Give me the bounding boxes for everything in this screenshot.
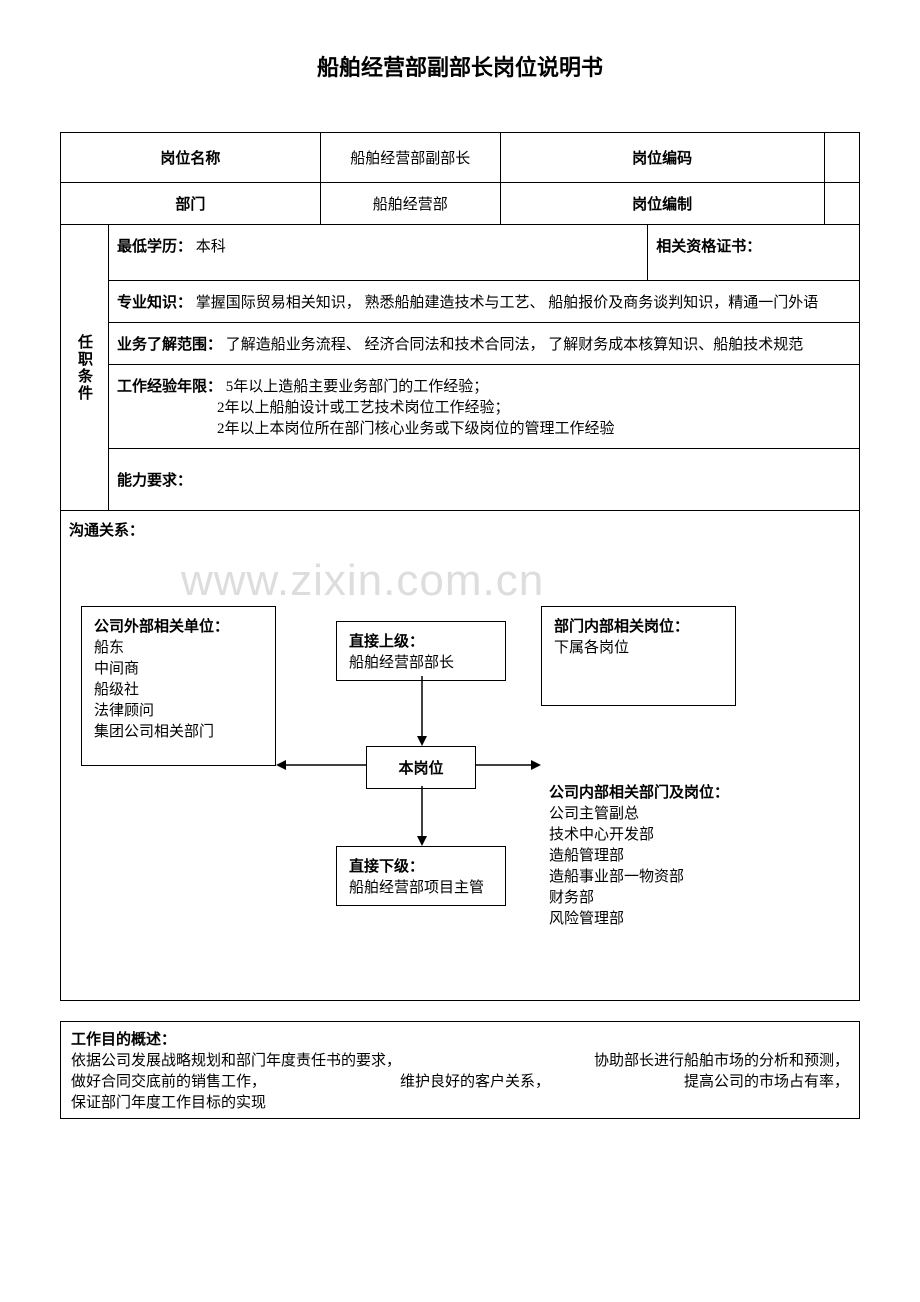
co-int-5: 财务部 [549, 886, 748, 907]
summary-l3: 保证部门年度工作目标的实现 [71, 1091, 849, 1112]
ext-4: 法律顾问 [94, 699, 263, 720]
summary-title: 工作目的概述： [71, 1028, 849, 1049]
edu-label: 最低学历： [117, 239, 192, 255]
this-pos-box: 本岗位 [366, 746, 476, 789]
headcount-value [824, 183, 859, 225]
exp-label: 工作经验年限： [117, 379, 222, 395]
exp-1: 5年以上造船主要业务部门的工作经验； [226, 379, 489, 395]
comm-label: 沟通关系： [69, 519, 144, 540]
summary-l1a: 依据公司发展战略规划和部门年度责任书的要求， [71, 1049, 401, 1070]
ext-3: 船级社 [94, 678, 263, 699]
arrow-left-icon [276, 759, 366, 771]
pos-code-label: 岗位编码 [500, 133, 824, 183]
sub-title: 直接下级： [349, 855, 493, 876]
prof-label: 专业知识： [117, 295, 192, 311]
edu-value: 本科 [196, 239, 226, 255]
co-int-3: 造船管理部 [549, 844, 748, 865]
arrow-right-icon [476, 759, 541, 771]
arrow-down-icon [416, 786, 428, 846]
external-box: 公司外部相关单位： 船东 中间商 船级社 法律顾问 集团公司相关部门 [81, 606, 276, 766]
summary-l1b: 协助部长进行船舶市场的分析和预测， [594, 1049, 849, 1070]
ext-1: 船东 [94, 636, 263, 657]
co-int-2: 技术中心开发部 [549, 823, 748, 844]
headcount-label: 岗位编制 [500, 183, 824, 225]
main-table: 岗位名称 船舶经营部副部长 岗位编码 部门 船舶经营部 岗位编制 任职条件 最低… [60, 132, 860, 1001]
comm-cell: 沟通关系： www.zixin.com.cn 公司外部相关单位： 船东 中间商 … [61, 511, 860, 1001]
co-int-1: 公司主管副总 [549, 802, 748, 823]
dept-label: 部门 [61, 183, 321, 225]
cert-label: 相关资格证书： [656, 239, 761, 255]
pos-name-label: 岗位名称 [61, 133, 321, 183]
sup-title: 直接上级： [349, 630, 493, 651]
sub-value: 船舶经营部项目主管 [349, 876, 493, 897]
subordinate-box: 直接下级： 船舶经营部项目主管 [336, 846, 506, 906]
qual-section-label: 任职条件 [61, 225, 109, 511]
sup-value: 船舶经营部部长 [349, 651, 493, 672]
summary-l2b: 维护良好的客户关系， [400, 1070, 550, 1091]
exp-2: 2年以上船舶设计或工艺技术岗位工作经验； [117, 396, 851, 417]
pos-code-value [824, 133, 859, 183]
co-int-6: 风险管理部 [549, 907, 748, 928]
summary-box: 工作目的概述： 依据公司发展战略规划和部门年度责任书的要求， 协助部长进行船舶市… [60, 1021, 860, 1119]
co-int-title: 公司内部相关部门及岗位： [549, 781, 748, 802]
scope-value: 了解造船业务流程、 经济合同法和技术合同法， 了解财务成本核算知识、船舶技术规范 [226, 337, 804, 353]
arrow-down-icon [416, 676, 428, 746]
dept-int-title: 部门内部相关岗位： [554, 615, 723, 636]
dept-internal-box: 部门内部相关岗位： 下属各岗位 [541, 606, 736, 706]
ability-label: 能力要求： [117, 473, 192, 489]
ext-2: 中间商 [94, 657, 263, 678]
summary-l2c: 提高公司的市场占有率， [684, 1070, 849, 1091]
superior-box: 直接上级： 船舶经营部部长 [336, 621, 506, 681]
scope-label: 业务了解范围： [117, 337, 222, 353]
company-internal-box: 公司内部相关部门及岗位： 公司主管副总 技术中心开发部 造船管理部 造船事业部一… [541, 781, 756, 928]
prof-value: 掌握国际贸易相关知识， 熟悉船舶建造技术与工艺、 船舶报价及商务谈判知识，精通一… [196, 295, 819, 311]
watermark: www.zixin.com.cn [181, 556, 544, 606]
summary-l2a: 做好合同交底前的销售工作， [71, 1070, 266, 1091]
co-int-4: 造船事业部一物资部 [549, 865, 748, 886]
ext-title: 公司外部相关单位： [94, 615, 263, 636]
exp-3: 2年以上本岗位所在部门核心业务或下级岗位的管理工作经验 [117, 417, 851, 438]
dept-int-value: 下属各岗位 [554, 636, 723, 657]
pos-name-value: 船舶经营部副部长 [320, 133, 500, 183]
ext-5: 集团公司相关部门 [94, 720, 263, 741]
dept-value: 船舶经营部 [320, 183, 500, 225]
page-title: 船舶经营部副部长岗位说明书 [60, 50, 860, 82]
